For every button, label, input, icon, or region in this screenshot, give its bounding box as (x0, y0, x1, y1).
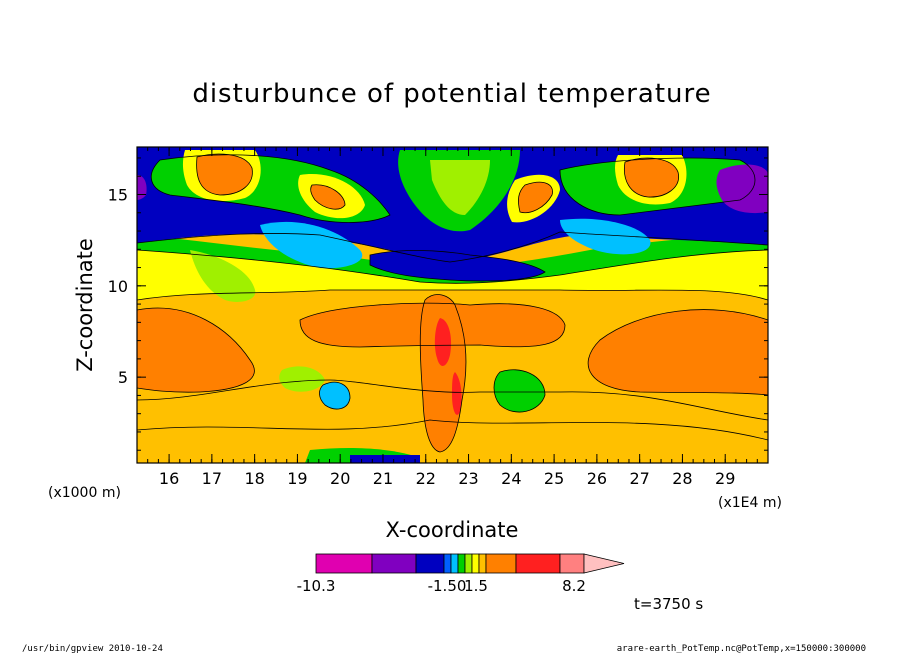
x-tick-label: 24 (501, 469, 521, 488)
plot-frame (136, 146, 769, 464)
contour-field (137, 147, 768, 463)
colorbar-swatch (478, 553, 487, 574)
x-tick-label: 17 (202, 469, 222, 488)
x-tick-label: 26 (587, 469, 607, 488)
chart-title: disturbunce of potential temperature (192, 79, 711, 109)
x-tick-label: 16 (159, 469, 179, 488)
colorbar-arrow (583, 553, 625, 574)
colorbar-swatch (450, 553, 459, 574)
y-tick-label: 15 (108, 185, 128, 204)
x-tick-label: 18 (244, 469, 264, 488)
axis-ticks (136, 147, 769, 463)
x-tick-label: 29 (715, 469, 735, 488)
colorbar-label: 1.5 (464, 577, 488, 595)
x-units-right: (x1E4 m) (718, 495, 782, 511)
x-tick-label: 27 (629, 469, 649, 488)
x-tick-label: 28 (672, 469, 692, 488)
colorbar (315, 553, 625, 574)
colorbar-swatch (315, 553, 373, 574)
time-label: t=3750 s (634, 595, 703, 613)
x-tick-label: 23 (458, 469, 478, 488)
y-tick-label: 10 (108, 277, 128, 296)
x-axis-label: X-coordinate (386, 518, 519, 542)
axis-tick-labels: 16 17 18 19 20 21 22 23 24 25 26 27 28 29 5 10 15 (108, 185, 736, 488)
colorbar-labels: -10.3 -1.501.5 8.2 (297, 577, 586, 595)
colorbar-swatch (415, 553, 445, 574)
colorbar-swatch (515, 553, 561, 574)
y-axis-label: Z-coordinate (73, 238, 97, 372)
colorbar-swatch (371, 553, 417, 574)
colorbar-swatch (485, 553, 517, 574)
x-tick-label: 19 (287, 469, 307, 488)
colorbar-swatch (457, 553, 466, 574)
y-tick-label: 5 (118, 368, 128, 387)
x-units-left: (x1000 m) (48, 485, 121, 501)
footer-left: /usr/bin/gpview 2010-10-24 (22, 644, 163, 654)
colorbar-label: -10.3 (297, 577, 336, 595)
colorbar-swatch (443, 553, 452, 574)
x-tick-label: 25 (544, 469, 564, 488)
colorbar-label: 8.2 (562, 577, 586, 595)
x-tick-label: 20 (330, 469, 350, 488)
colorbar-swatch (471, 553, 480, 574)
footer-right: arare-earth_PotTemp.nc@PotTemp,x=150000:… (617, 644, 866, 654)
colorbar-swatch (559, 553, 585, 574)
x-tick-label: 21 (373, 469, 393, 488)
colorbar-label: -1.50 (428, 577, 467, 595)
colorbar-swatch (464, 553, 473, 574)
x-tick-label: 22 (416, 469, 436, 488)
